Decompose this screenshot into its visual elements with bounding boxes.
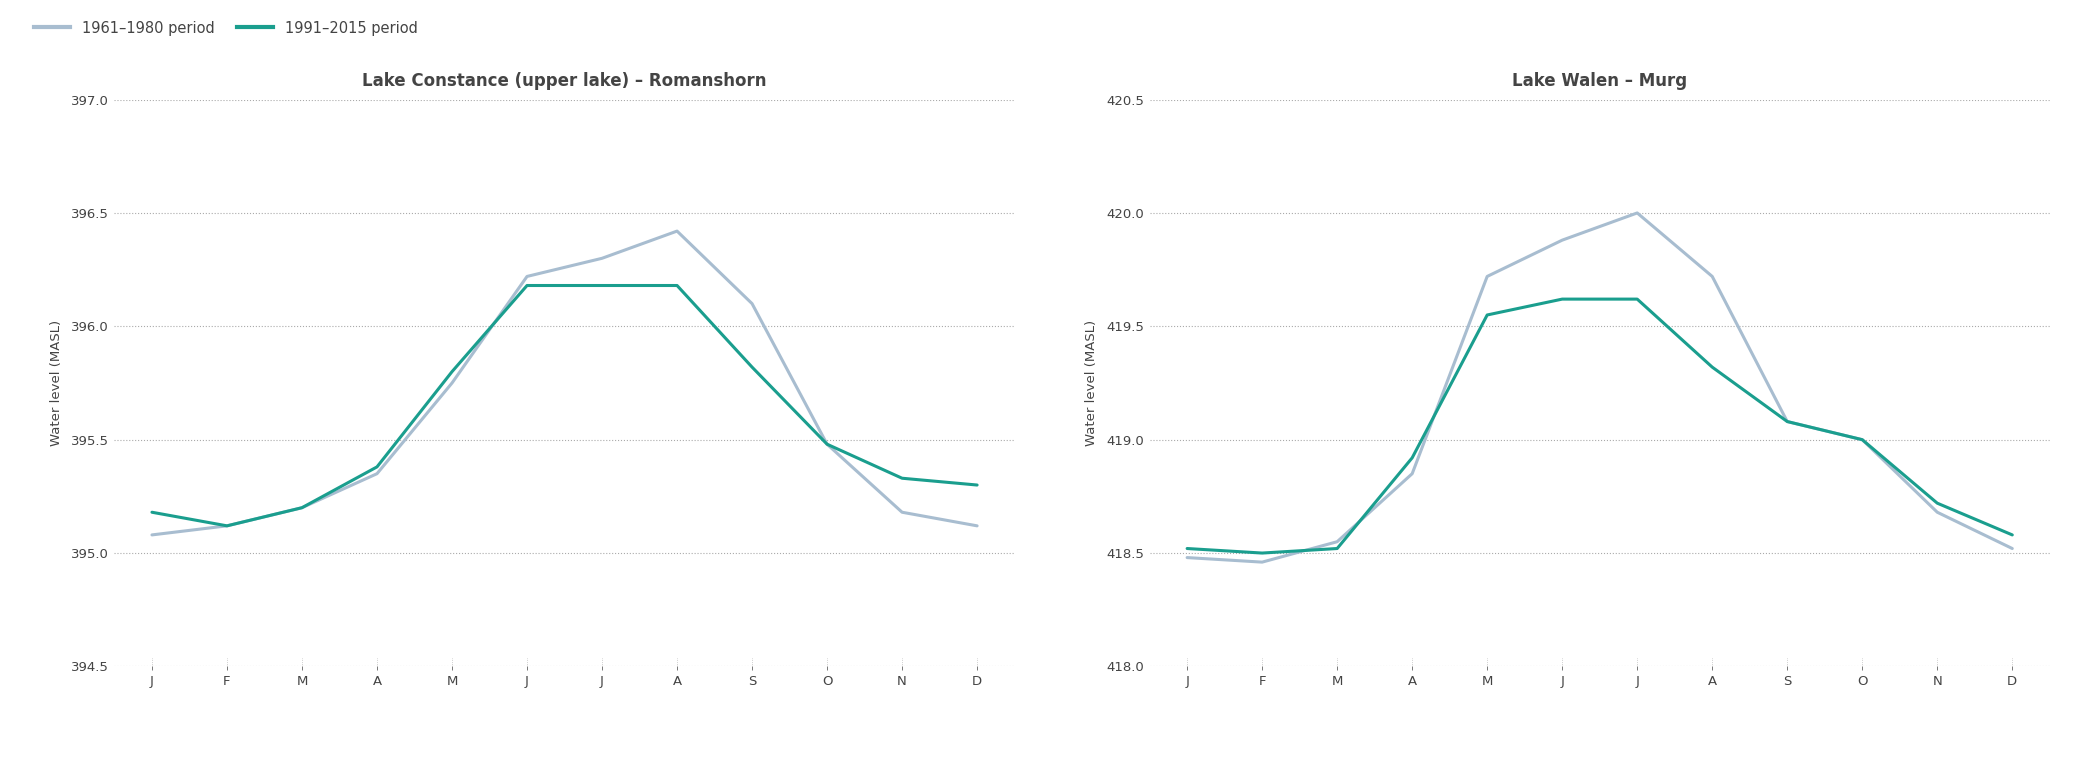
Y-axis label: Water level (MASL): Water level (MASL) (50, 320, 62, 446)
Legend: 1961–1980 period, 1991–2015 period: 1961–1980 period, 1991–2015 period (29, 15, 425, 41)
Y-axis label: Water level (MASL): Water level (MASL) (1084, 320, 1099, 446)
Title: Lake Constance (upper lake) – Romanshorn: Lake Constance (upper lake) – Romanshorn (362, 72, 766, 90)
Title: Lake Walen – Murg: Lake Walen – Murg (1513, 72, 1688, 90)
